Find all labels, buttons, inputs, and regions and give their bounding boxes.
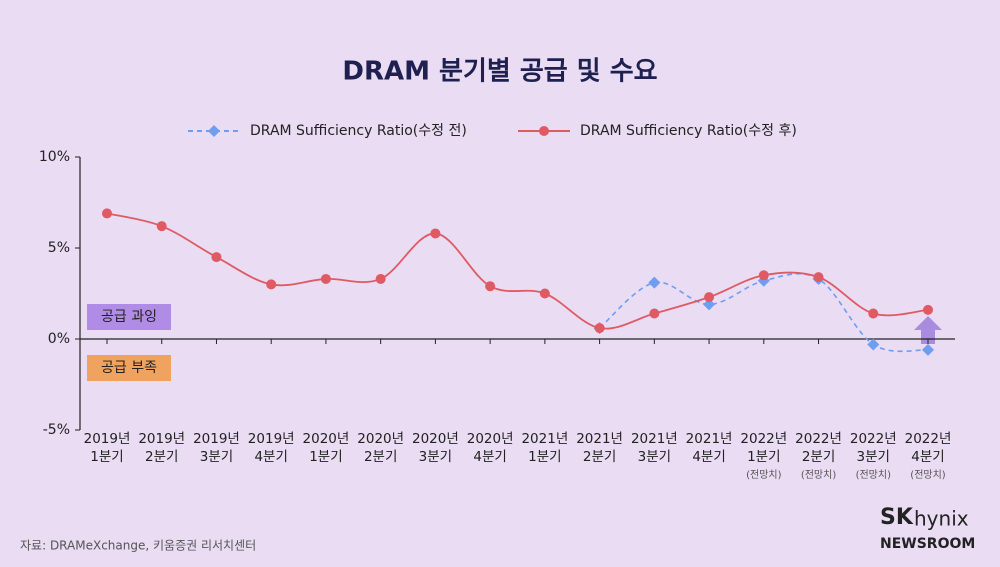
x-tick-label: 2020년 1분기 bbox=[303, 431, 350, 465]
point bbox=[485, 281, 496, 292]
x-tick-label: 2019년 3분기 bbox=[193, 431, 240, 465]
x-tick-note: (전망치) bbox=[856, 469, 892, 481]
point bbox=[648, 276, 661, 289]
y-tick-label: 0% bbox=[48, 331, 70, 347]
x-tick-label: 2019년 1분기 bbox=[84, 431, 131, 465]
logo-name: hynix bbox=[914, 507, 969, 531]
point bbox=[867, 338, 880, 351]
point bbox=[922, 343, 934, 356]
x-tick-label: 2022년 1분기 bbox=[740, 431, 787, 465]
point bbox=[320, 273, 331, 284]
point bbox=[430, 228, 441, 239]
x-tick-label: 2021년 2분기 bbox=[576, 431, 623, 465]
annotation: 공급 과잉 bbox=[101, 309, 157, 325]
y-tick-label: 5% bbox=[48, 240, 70, 256]
x-tick-note: (전망치) bbox=[801, 469, 837, 481]
legend-label: DRAM Sufficiency Ratio(수정 후) bbox=[580, 123, 797, 139]
y-tick-label: -5% bbox=[43, 422, 70, 438]
x-tick-label: 2020년 3분기 bbox=[412, 431, 459, 465]
x-tick-label: 2021년 3분기 bbox=[631, 431, 678, 465]
point bbox=[375, 273, 386, 284]
point bbox=[703, 298, 716, 311]
point bbox=[594, 323, 605, 334]
arrow bbox=[914, 316, 942, 344]
x-tick-label: 2020년 2분기 bbox=[357, 431, 404, 465]
x-tick-note: (전망치) bbox=[746, 469, 782, 481]
annotation-box bbox=[87, 304, 171, 330]
x-tick-label: 2021년 1분기 bbox=[521, 431, 568, 465]
x-tick-label: 2020년 4분기 bbox=[467, 431, 514, 465]
point bbox=[156, 221, 167, 232]
source: 자료: DRAMeXchange, 키움증권 리서치센터 bbox=[20, 539, 256, 553]
legend-label: DRAM Sufficiency Ratio(수정 전) bbox=[250, 123, 467, 139]
x-tick-label: 2021년 4분기 bbox=[686, 431, 733, 465]
x-tick-label: 2022년 3분기 bbox=[850, 431, 897, 465]
x-tick-note: (전망치) bbox=[910, 469, 946, 481]
x-tick-label: 2019년 4분기 bbox=[248, 431, 295, 465]
point bbox=[758, 270, 769, 281]
chart-title: DRAM 분기별 공급 및 수요 bbox=[342, 57, 657, 87]
annotation: 공급 부족 bbox=[101, 360, 157, 376]
logo-brand: SK bbox=[880, 505, 914, 530]
legend-marker bbox=[208, 125, 220, 137]
x-tick-label: 2019년 2분기 bbox=[138, 431, 185, 465]
point bbox=[211, 252, 222, 263]
x-tick-label: 2022년 2분기 bbox=[795, 431, 842, 465]
y-tick-label: 10% bbox=[39, 149, 70, 165]
point bbox=[813, 272, 824, 283]
point bbox=[704, 292, 715, 303]
point bbox=[649, 308, 660, 319]
line bbox=[106, 212, 929, 330]
point bbox=[539, 288, 550, 299]
point bbox=[923, 304, 933, 315]
point bbox=[266, 279, 277, 290]
x-tick-label: 2022년 4분기 bbox=[905, 431, 952, 465]
point bbox=[102, 208, 112, 219]
annotation-box bbox=[87, 355, 171, 381]
legend-marker bbox=[539, 126, 549, 136]
point bbox=[868, 308, 879, 319]
logo-sub: NEWSROOM bbox=[880, 536, 975, 552]
